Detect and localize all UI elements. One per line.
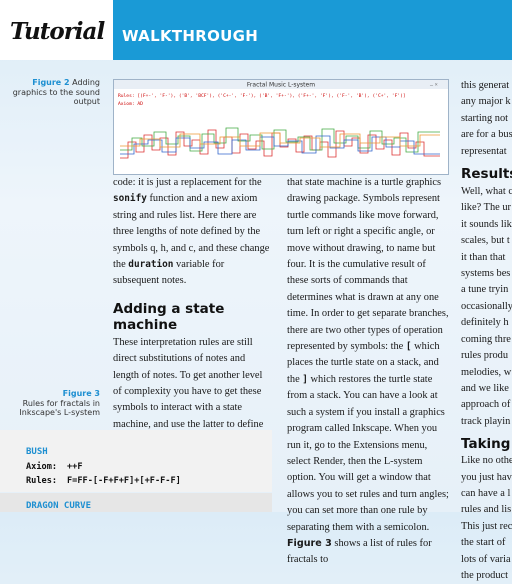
text-line: Like no othe bbox=[461, 455, 512, 467]
figure-label: Figure 3 bbox=[62, 389, 100, 398]
title-bar bbox=[114, 80, 448, 89]
text-run: variable for subsequent notes. bbox=[113, 259, 225, 287]
caption-text: Rules for fractals in Inkscape's L-syste… bbox=[19, 398, 100, 418]
column-3: this generat any major k starting not are f… bbox=[461, 78, 512, 584]
column-2: that state machine is a turtle graphics … bbox=[287, 175, 449, 569]
text-line: rules and lis bbox=[461, 504, 512, 516]
code-run: ] bbox=[302, 373, 308, 385]
text-line: and we like bbox=[461, 382, 509, 394]
code-run: [ bbox=[405, 341, 412, 353]
figure-label: Figure 2 bbox=[32, 78, 70, 87]
text-line: it than that bbox=[461, 251, 506, 263]
figure-2-caption: Figure 2 Adding graphics to the sound ou… bbox=[4, 78, 100, 107]
text-line: any major k bbox=[461, 96, 511, 108]
tutorial-tab: Tutorial bbox=[0, 0, 113, 60]
text-line: rules produ bbox=[461, 350, 509, 362]
code-box: BUSH Axiom: ++F Rules: F=FF-[-F+F+F]+[+F… bbox=[0, 430, 272, 492]
section-heading: Results bbox=[461, 166, 512, 183]
text-line: you just hav bbox=[461, 471, 512, 483]
code-run: duration bbox=[128, 259, 174, 271]
text-run: function and a new axiom string and rule… bbox=[113, 193, 270, 271]
text-line: the start of bbox=[461, 537, 506, 549]
paragraph: code: it is just a replacement for the s… bbox=[113, 175, 271, 290]
text-line: the product bbox=[461, 569, 509, 581]
text-line: scales, but t bbox=[461, 235, 510, 247]
text-run: which restores the turtle state from a s… bbox=[287, 373, 449, 533]
window-title: Fractal Music L-system bbox=[247, 82, 315, 89]
code-value: F=FF-[-F+F+F]+[+F-F-F] bbox=[67, 476, 181, 486]
text-line: definitely h bbox=[461, 317, 509, 329]
code-run: sonify bbox=[113, 193, 147, 205]
text-line: occasionally bbox=[461, 300, 512, 312]
window-controls: – × bbox=[429, 83, 438, 89]
text-line: coming thre bbox=[461, 333, 511, 345]
code-label: Rules: bbox=[26, 476, 58, 486]
code-label: Axiom: bbox=[26, 462, 58, 472]
text-line: starting not bbox=[461, 112, 509, 124]
code-box: DRAGON CURVE bbox=[0, 493, 272, 512]
caption-text: Adding graphics to the sound output bbox=[12, 78, 100, 106]
section-heading: Adding a state machine bbox=[113, 300, 225, 333]
text-line: are for a bus bbox=[461, 129, 512, 141]
note-trace bbox=[120, 132, 440, 148]
section-label: WALKTHROUGH bbox=[122, 27, 259, 45]
text-line: systems bes bbox=[461, 268, 511, 280]
text-line: approach of bbox=[461, 399, 511, 411]
text-line: lots of varia bbox=[461, 553, 511, 565]
text-line: a tune tryin bbox=[461, 284, 509, 296]
text-line: this generat bbox=[461, 80, 510, 91]
text-run: that state machine is a turtle graphics … bbox=[287, 177, 449, 353]
code-title: BUSH bbox=[26, 447, 48, 457]
text-run: code: it is just a replacement for the bbox=[113, 177, 262, 188]
section-bar: WALKTHROUGH bbox=[113, 0, 512, 60]
text-line: representat bbox=[461, 145, 507, 157]
section-heading: Taking i bbox=[461, 436, 512, 453]
text-line: track playin bbox=[461, 415, 511, 427]
figure-3-caption: Figure 3 Rules for fractals in Inkscape's… bbox=[4, 389, 100, 418]
text-line: This just rec bbox=[461, 520, 512, 532]
text-line: melodies, w bbox=[461, 366, 512, 378]
code-value: ++F bbox=[67, 462, 83, 472]
paragraph: that state machine is a turtle graphics … bbox=[287, 175, 449, 569]
rules-text: Rules: [(F+-', 'F-'), ('B', 'BCF'), ('C+… bbox=[118, 93, 406, 99]
code-title: DRAGON CURVE bbox=[26, 501, 92, 511]
text-run: which places the turtle state on a stack… bbox=[287, 341, 440, 385]
text-line: Well, what c bbox=[461, 186, 512, 198]
app-window: Fractal Music L-system – × Rules: [(F+-'… bbox=[113, 79, 449, 175]
text-line: like? The ur bbox=[461, 202, 512, 214]
window-graphic: Fractal Music L-system – × Rules: [(F+-'… bbox=[114, 80, 448, 159]
figure-ref: Figure 3 bbox=[287, 537, 332, 549]
axiom-text: Axiom: AD bbox=[118, 101, 143, 107]
note-trace bbox=[120, 135, 440, 155]
text-line: can have a l bbox=[461, 487, 511, 499]
tab-label: Tutorial bbox=[10, 18, 105, 45]
text-line: it sounds lik bbox=[461, 218, 512, 230]
